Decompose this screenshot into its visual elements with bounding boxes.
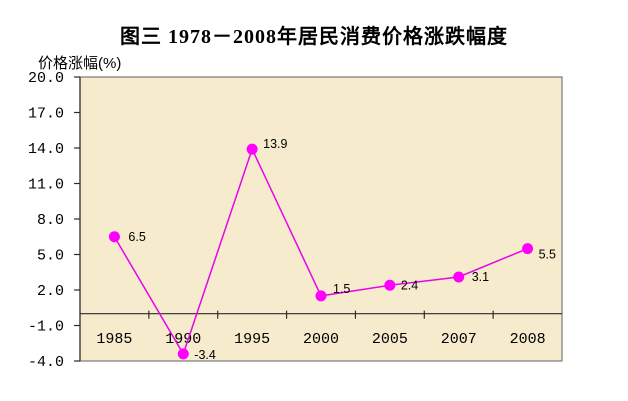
data-point [177, 348, 189, 360]
y-tick-label: -1.0 [28, 319, 64, 336]
data-label: 6.5 [128, 230, 145, 244]
y-tick-label: 11.0 [28, 177, 64, 194]
data-point [522, 243, 534, 255]
x-tick-label: 2000 [303, 331, 339, 348]
x-tick-label: 2005 [372, 331, 408, 348]
data-label: 3.1 [472, 270, 489, 284]
y-tick-label: 5.0 [37, 248, 64, 265]
x-tick-label: 2007 [441, 331, 477, 348]
data-point [315, 290, 327, 302]
plot-area [79, 76, 563, 362]
y-tick-label: 20.0 [28, 70, 64, 87]
y-tick-label: 17.0 [28, 106, 64, 123]
data-label: 13.9 [263, 137, 287, 151]
data-label: 2.4 [401, 278, 418, 292]
data-point [453, 271, 465, 283]
data-point [384, 279, 396, 291]
x-tick-label: 1995 [234, 331, 270, 348]
data-label: 1.5 [333, 282, 350, 296]
data-point [246, 143, 258, 155]
data-label: 5.5 [539, 248, 556, 262]
x-tick-label: 1990 [165, 331, 201, 348]
y-tick-label: 8.0 [37, 212, 64, 229]
data-point [108, 231, 120, 243]
chart-title: 图三 1978－2008年居民消费价格涨跌幅度 [120, 26, 508, 48]
x-tick-label: 1985 [96, 331, 132, 348]
y-tick-label: -4.0 [28, 354, 64, 371]
x-tick-label: 2008 [510, 331, 546, 348]
data-label: -3.4 [194, 348, 216, 362]
y-tick-label: 2.0 [37, 283, 64, 300]
y-axis-title: 价格涨幅(%) [38, 55, 122, 72]
y-tick-label: 14.0 [28, 141, 64, 158]
